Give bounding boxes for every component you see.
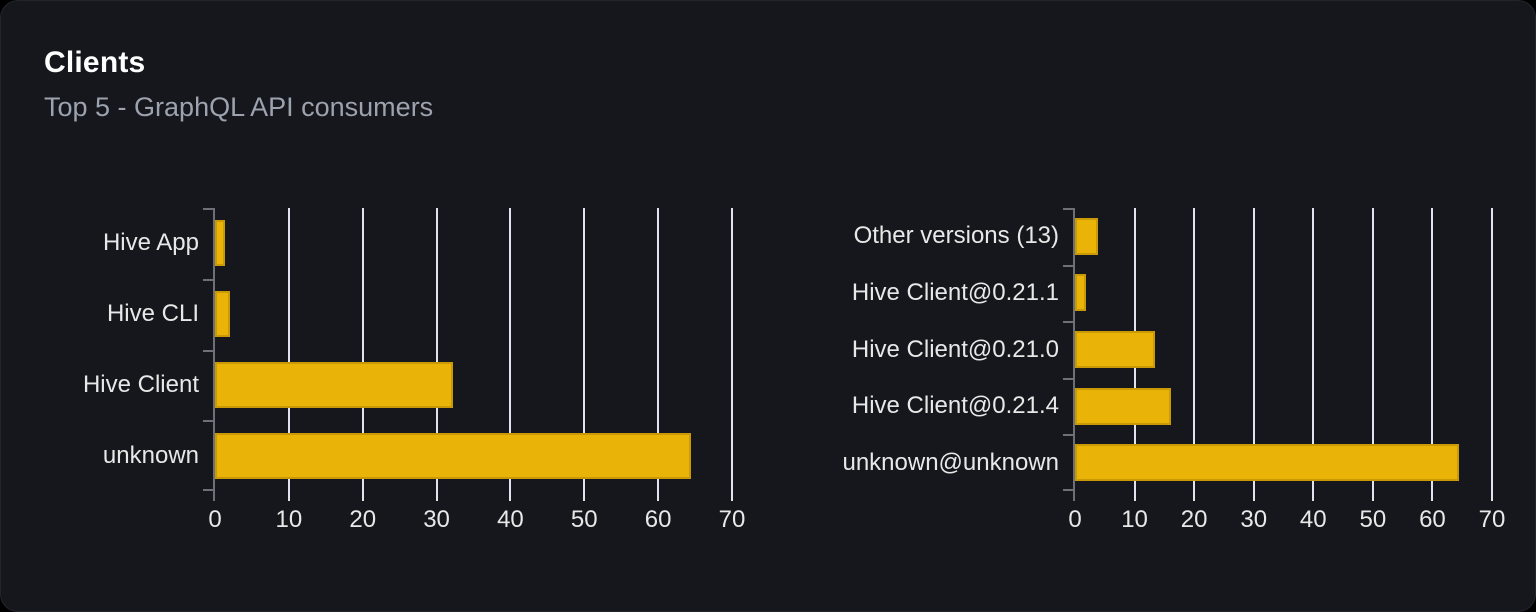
x-axis-tick: [1252, 491, 1255, 501]
grid-line: [361, 208, 364, 491]
y-axis-line: [1073, 208, 1075, 501]
card-title: Clients: [44, 46, 146, 79]
grid-line: [435, 208, 438, 491]
y-axis-tick: [1063, 489, 1073, 491]
x-axis-tick: [657, 491, 660, 501]
category-label: unknown: [102, 442, 199, 469]
grid-line: [1193, 208, 1196, 491]
card-subtitle: Top 5 - GraphQL API consumers: [44, 92, 434, 122]
category-label: Hive Client: [82, 371, 199, 398]
category-label: Hive CLI: [106, 300, 199, 327]
x-axis-tick: [1133, 491, 1136, 501]
clients-by-version-chart: 0 10 20 30 40 50 60 70 Other versions (13) Hive C…: [842, 208, 1505, 533]
bar-hive-client-0-21-0[interactable]: [1075, 331, 1155, 368]
category-label: Hive Client@0.21.4: [851, 392, 1059, 419]
x-axis-tick-label: 0: [1068, 506, 1082, 533]
x-axis-tick: [1431, 491, 1434, 501]
y-axis-tick: [203, 279, 213, 281]
bar-unknown[interactable]: [215, 433, 691, 479]
bar-hive-app[interactable]: [215, 220, 225, 266]
grid-line: [1312, 208, 1315, 491]
grid-line: [731, 208, 733, 491]
x-axis-tick-label: 40: [497, 506, 524, 533]
x-axis-tick-label: 10: [275, 506, 303, 533]
y-axis-tick: [203, 420, 213, 422]
grid-line: [1252, 208, 1255, 491]
category-label: Hive Client@0.21.1: [851, 279, 1059, 306]
x-axis-tick: [1491, 491, 1493, 501]
x-axis-tick-label: 20: [1180, 506, 1208, 533]
y-axis-tick: [1063, 321, 1073, 323]
x-axis-tick-label: 10: [1121, 506, 1148, 533]
x-axis-tick: [1371, 491, 1374, 501]
x-axis-tick-label: 30: [423, 506, 450, 533]
x-axis-tick-label: 20: [349, 506, 377, 533]
x-axis-tick: [287, 491, 290, 501]
bar-hive-client-0-21-4[interactable]: [1075, 388, 1171, 425]
grid-line: [1371, 208, 1374, 491]
y-axis-tick: [1063, 378, 1073, 380]
y-axis-tick: [1063, 208, 1073, 210]
y-axis-tick: [203, 489, 213, 491]
card-header: Clients Top 5 - GraphQL API consumers: [44, 45, 433, 124]
x-axis-tick-label: 50: [1359, 506, 1387, 533]
x-axis-tick-label: 30: [1240, 506, 1268, 533]
grid-line: [287, 208, 290, 491]
grid-line: [1431, 208, 1434, 491]
y-axis-tick: [1063, 265, 1073, 267]
x-axis-tick: [1193, 491, 1196, 501]
category-label: Hive Client@0.21.0: [851, 336, 1059, 363]
x-axis-tick-label: 0: [208, 506, 222, 533]
category-label: unknown@unknown: [842, 449, 1059, 476]
bar-hive-client[interactable]: [215, 362, 453, 408]
x-axis-tick-label: 60: [1419, 506, 1446, 533]
y-axis-tick: [1063, 434, 1073, 436]
x-axis-tick: [509, 491, 512, 501]
grid-line: [509, 208, 512, 491]
x-axis-tick: [731, 491, 733, 501]
bar-hive-client-0-21-1[interactable]: [1075, 274, 1086, 311]
x-axis-tick: [1312, 491, 1315, 501]
bar-hive-cli[interactable]: [215, 291, 230, 337]
category-label: Hive App: [102, 229, 199, 256]
grid-line: [583, 208, 586, 491]
clients-by-name-chart: 0 10 20 30 40 50 60 70 Hive App Hive CLI Hive Clie…: [83, 208, 745, 533]
x-axis-tick-label: 70: [718, 506, 746, 533]
grid-line: [657, 208, 660, 491]
category-label: Other versions (13): [853, 222, 1059, 249]
x-axis-tick-label: 50: [570, 506, 598, 533]
y-axis-tick: [203, 208, 213, 210]
x-axis-tick-label: 40: [1299, 506, 1327, 533]
x-axis-tick-label: 60: [644, 506, 672, 533]
x-axis-tick-label: 70: [1478, 506, 1506, 533]
x-axis-tick: [361, 491, 364, 501]
bar-other-versions-13[interactable]: [1075, 218, 1098, 255]
x-axis-tick: [435, 491, 438, 501]
y-axis-line: [213, 208, 215, 501]
y-axis-tick: [203, 350, 213, 352]
bar-unknown-unknown[interactable]: [1075, 444, 1459, 481]
grid-line: [1491, 208, 1493, 491]
x-axis-tick: [583, 491, 586, 501]
